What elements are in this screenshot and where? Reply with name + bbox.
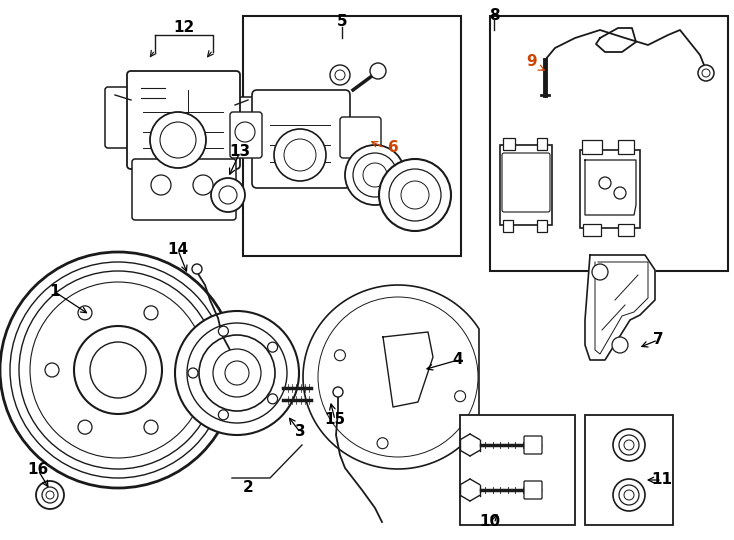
Circle shape — [150, 112, 206, 168]
Circle shape — [592, 264, 608, 280]
Circle shape — [78, 420, 92, 434]
Text: 8: 8 — [489, 8, 499, 23]
Polygon shape — [383, 332, 433, 407]
Circle shape — [19, 271, 217, 469]
FancyBboxPatch shape — [537, 220, 547, 232]
Circle shape — [225, 361, 249, 385]
Circle shape — [151, 175, 171, 195]
Text: 1: 1 — [50, 285, 60, 300]
Circle shape — [613, 479, 645, 511]
Circle shape — [274, 129, 326, 181]
Circle shape — [175, 311, 299, 435]
FancyBboxPatch shape — [618, 224, 634, 236]
Circle shape — [193, 175, 213, 195]
FancyBboxPatch shape — [340, 117, 381, 158]
Circle shape — [614, 187, 626, 199]
Bar — [585, 415, 673, 525]
FancyBboxPatch shape — [105, 87, 141, 148]
Text: 11: 11 — [652, 472, 672, 488]
Circle shape — [0, 252, 236, 488]
FancyBboxPatch shape — [524, 436, 542, 454]
Circle shape — [613, 429, 645, 461]
FancyBboxPatch shape — [580, 150, 640, 228]
Circle shape — [90, 342, 146, 398]
Polygon shape — [303, 285, 479, 469]
Circle shape — [211, 178, 245, 212]
FancyBboxPatch shape — [503, 220, 513, 232]
Text: 5: 5 — [337, 14, 347, 29]
Text: 13: 13 — [230, 145, 250, 159]
Text: 10: 10 — [479, 515, 501, 530]
Circle shape — [78, 306, 92, 320]
Circle shape — [335, 350, 346, 361]
Circle shape — [698, 65, 714, 81]
FancyBboxPatch shape — [524, 481, 542, 499]
Text: 6: 6 — [388, 140, 399, 156]
Text: 9: 9 — [527, 55, 537, 70]
Circle shape — [219, 410, 228, 420]
Text: 16: 16 — [27, 462, 48, 477]
FancyBboxPatch shape — [127, 71, 240, 169]
Circle shape — [370, 63, 386, 79]
Bar — [490, 16, 728, 271]
FancyBboxPatch shape — [502, 153, 550, 212]
FancyBboxPatch shape — [618, 140, 634, 154]
FancyBboxPatch shape — [500, 145, 552, 225]
Circle shape — [333, 387, 343, 397]
FancyBboxPatch shape — [224, 97, 258, 145]
Circle shape — [36, 481, 64, 509]
Circle shape — [144, 306, 158, 320]
Circle shape — [268, 342, 277, 352]
Circle shape — [377, 438, 388, 449]
Circle shape — [199, 335, 275, 411]
Text: 4: 4 — [453, 353, 463, 368]
Text: 15: 15 — [324, 413, 346, 428]
FancyBboxPatch shape — [583, 224, 601, 236]
Circle shape — [235, 122, 255, 142]
FancyBboxPatch shape — [230, 112, 262, 158]
Text: 12: 12 — [173, 21, 195, 36]
Text: 7: 7 — [653, 333, 664, 348]
FancyBboxPatch shape — [582, 140, 602, 154]
Circle shape — [213, 349, 261, 397]
Circle shape — [192, 264, 202, 274]
Circle shape — [599, 177, 611, 189]
Text: 14: 14 — [167, 242, 189, 258]
Polygon shape — [585, 160, 636, 215]
FancyBboxPatch shape — [252, 90, 350, 188]
Circle shape — [345, 145, 405, 205]
Circle shape — [330, 65, 350, 85]
Circle shape — [612, 337, 628, 353]
Bar — [460, 415, 575, 525]
FancyBboxPatch shape — [132, 159, 236, 220]
Circle shape — [188, 368, 198, 378]
Circle shape — [144, 420, 158, 434]
Circle shape — [45, 363, 59, 377]
Text: 2: 2 — [243, 480, 253, 495]
Polygon shape — [585, 255, 655, 360]
FancyBboxPatch shape — [537, 138, 547, 150]
Bar — [243, 16, 461, 256]
Circle shape — [454, 391, 465, 402]
FancyBboxPatch shape — [503, 138, 515, 150]
Circle shape — [379, 159, 451, 231]
Circle shape — [177, 363, 191, 377]
Circle shape — [74, 326, 162, 414]
Circle shape — [219, 326, 228, 336]
Circle shape — [10, 262, 226, 478]
Circle shape — [268, 394, 277, 404]
Text: 3: 3 — [294, 424, 305, 440]
